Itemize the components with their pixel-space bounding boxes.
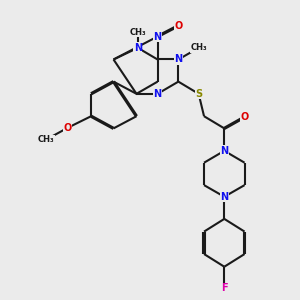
Text: N: N bbox=[154, 89, 162, 99]
Text: N: N bbox=[220, 146, 228, 156]
Text: S: S bbox=[195, 89, 202, 99]
Text: F: F bbox=[221, 283, 228, 293]
Text: CH₃: CH₃ bbox=[130, 28, 146, 37]
Text: O: O bbox=[174, 21, 182, 31]
Text: O: O bbox=[64, 123, 72, 133]
Text: CH₃: CH₃ bbox=[38, 135, 54, 144]
Text: N: N bbox=[154, 32, 162, 41]
Text: O: O bbox=[240, 112, 249, 122]
Text: N: N bbox=[134, 43, 142, 53]
Text: N: N bbox=[174, 55, 182, 64]
Text: CH₃: CH₃ bbox=[190, 44, 207, 52]
Text: N: N bbox=[220, 192, 228, 202]
